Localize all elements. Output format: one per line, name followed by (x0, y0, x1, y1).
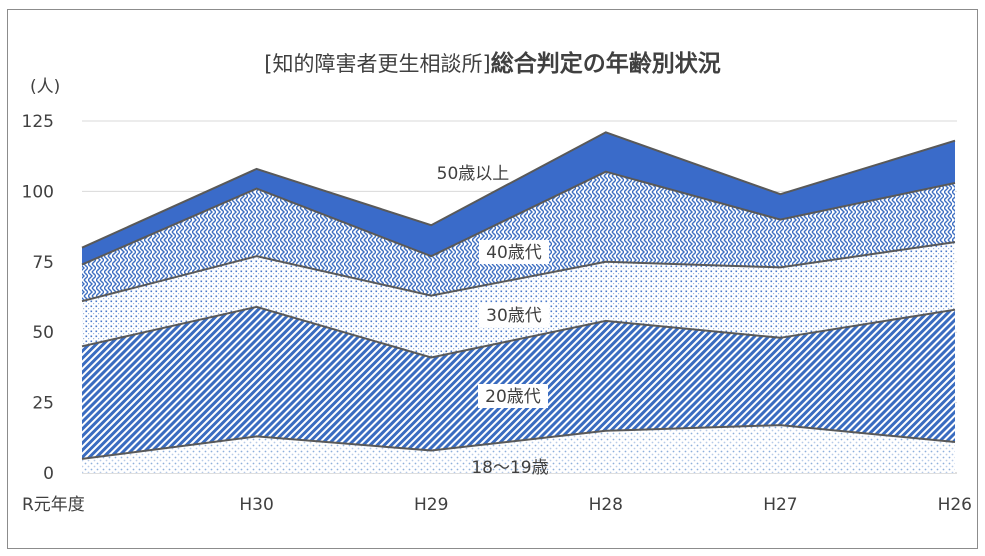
series-areas (82, 132, 955, 473)
series-boundary-line (81, 424, 956, 460)
x-tick-label: H29 (414, 495, 448, 515)
y-tick-label: 75 (32, 253, 54, 273)
y-tick-label: 100 (22, 182, 54, 202)
x-axis-ticks: R元年度 H30 H29 H28 H27 H26 (22, 495, 972, 515)
series-boundary-line (81, 170, 956, 266)
y-tick-label: 50 (32, 323, 54, 343)
series-label-background (478, 384, 548, 408)
series-labels: 18〜19歳 20歳代 30歳代 40歳代 50歳以上 (437, 164, 549, 478)
series-boundary-line (81, 241, 956, 303)
y-tick-label: 0 (43, 464, 54, 484)
area-series-1 (82, 425, 955, 473)
series-label: 20歳代 (485, 387, 541, 407)
series-label-background (479, 240, 549, 264)
y-axis-unit-label: (人) (30, 77, 61, 97)
area-series-5 (82, 132, 955, 265)
area-series-4 (82, 171, 955, 302)
x-tick-label: H27 (763, 495, 797, 515)
chart-title-main: 総合判定の年齢別状況 (490, 51, 721, 77)
series-label: 40歳代 (486, 243, 542, 263)
x-tick-label: H30 (239, 495, 273, 515)
x-tick-label: R元年度 (22, 495, 85, 515)
series-boundaries (81, 131, 956, 460)
series-label: 18〜19歳 (471, 458, 548, 478)
series-boundary-line (81, 305, 956, 359)
area-series-2 (82, 306, 955, 459)
y-axis-ticks: 0 25 50 75 100 125 (22, 112, 54, 484)
chart-title: [知的障害者更生相談所]総合判定の年齢別状況 (0, 44, 985, 78)
series-label: 50歳以上 (437, 164, 510, 184)
x-tick-label: H28 (589, 495, 623, 515)
x-tick-label: H26 (938, 495, 972, 515)
y-tick-label: 25 (32, 394, 54, 414)
chart-title-prefix: [知的障害者更生相談所] (264, 52, 491, 76)
area-series-3 (82, 242, 955, 358)
series-label-background (479, 303, 549, 327)
series-label: 30歳代 (486, 306, 542, 326)
series-boundary-line (81, 131, 956, 249)
y-tick-label: 125 (22, 112, 54, 132)
